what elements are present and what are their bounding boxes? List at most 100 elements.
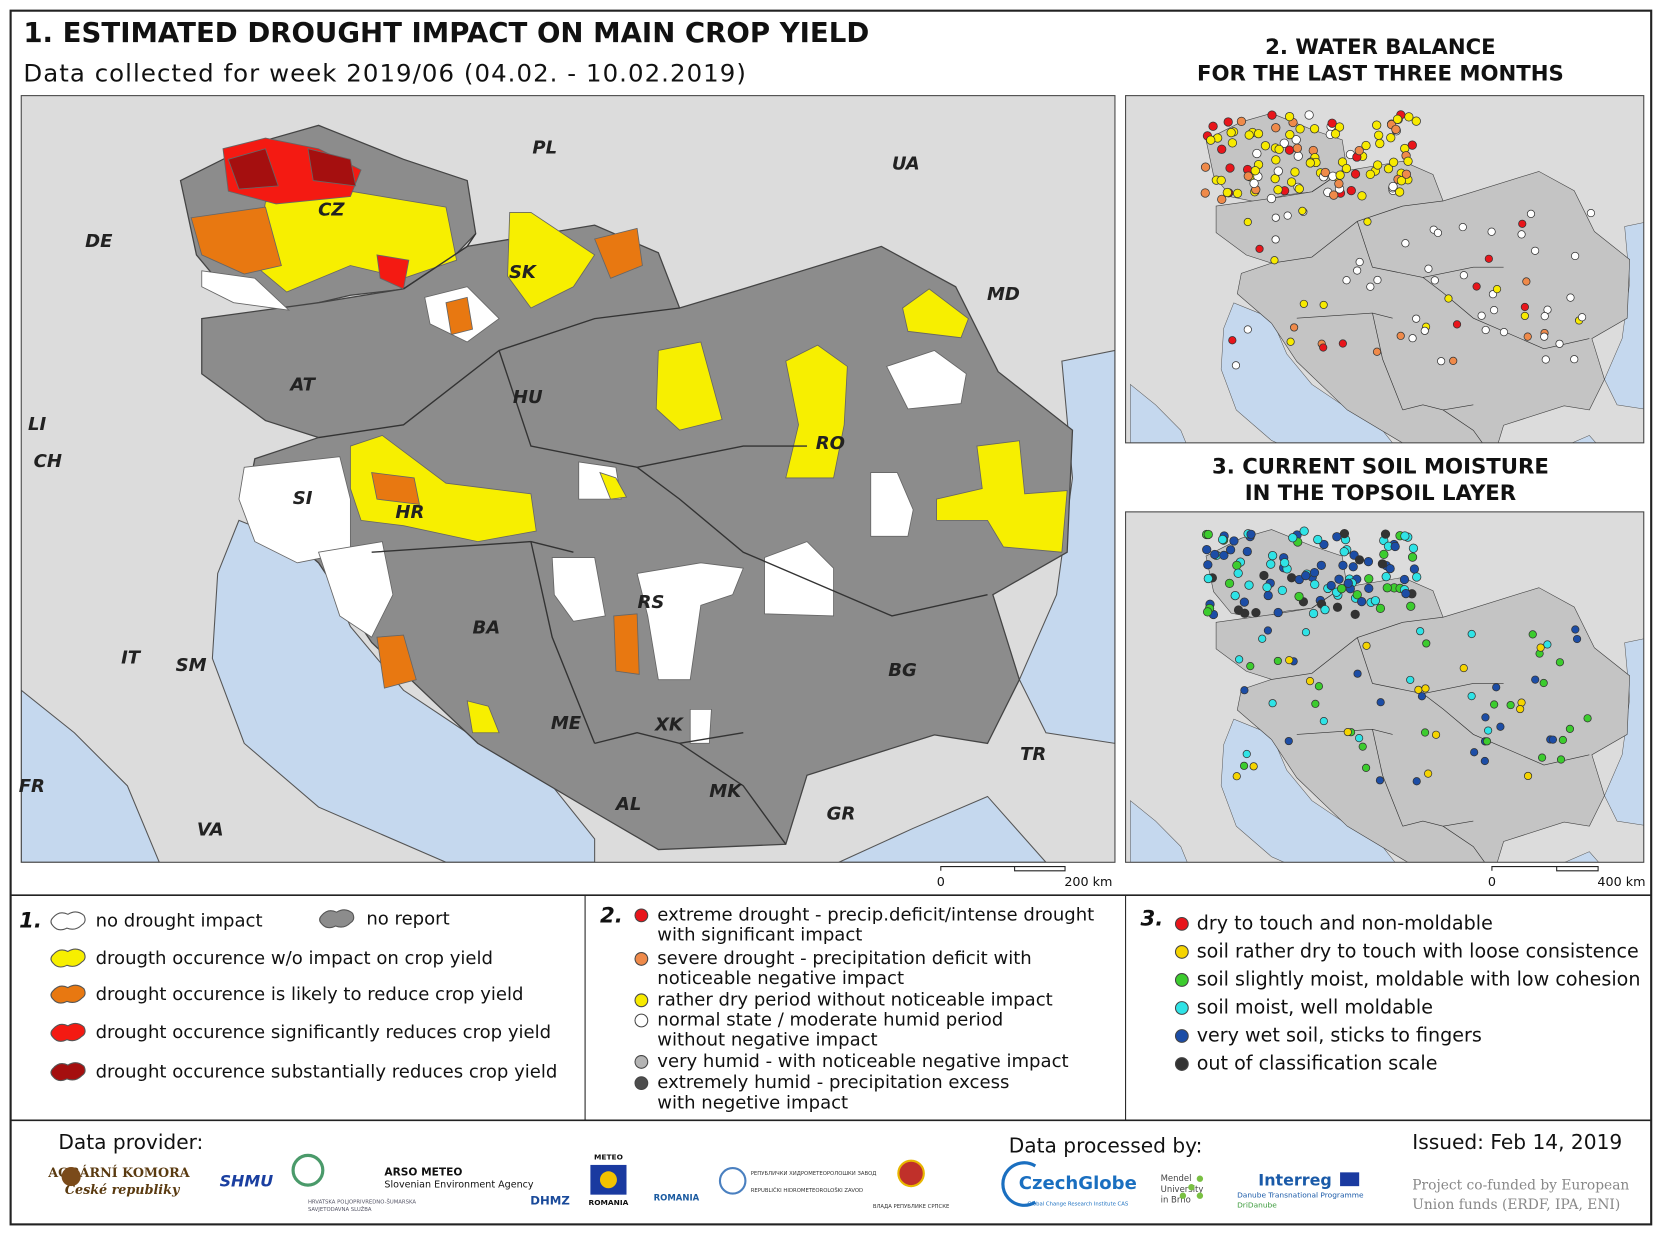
station xyxy=(1230,590,1240,601)
region-patch xyxy=(599,471,628,500)
station xyxy=(1203,573,1213,584)
border xyxy=(403,245,468,290)
scale-bar-line xyxy=(1491,866,1599,872)
station xyxy=(1292,143,1303,153)
station xyxy=(1332,602,1343,612)
station xyxy=(1251,607,1261,618)
station xyxy=(1406,675,1415,684)
station xyxy=(1252,148,1262,159)
station xyxy=(1342,276,1351,285)
station xyxy=(1202,545,1212,555)
legend-label: drought occurence is likely to reduce cr… xyxy=(96,984,524,1005)
station xyxy=(1335,170,1345,180)
border xyxy=(1271,200,1444,264)
station xyxy=(1271,213,1280,222)
border xyxy=(1296,729,1393,735)
station xyxy=(1357,191,1367,201)
station xyxy=(1284,145,1295,155)
station xyxy=(1472,282,1481,291)
region-patch xyxy=(594,227,643,279)
station xyxy=(1388,157,1399,167)
provider-logo-text: ROMANIA xyxy=(589,1198,629,1207)
station xyxy=(1334,574,1344,584)
station xyxy=(1408,334,1417,343)
station xyxy=(1433,228,1443,237)
border xyxy=(1443,404,1474,411)
region-patch xyxy=(507,212,596,309)
station xyxy=(1249,762,1258,771)
region-patch xyxy=(764,541,834,617)
station xyxy=(1228,336,1237,345)
region-patch xyxy=(307,148,357,187)
station xyxy=(1319,539,1329,550)
country-label: SM xyxy=(176,655,207,676)
provider-logo-text: РЕПУБЛИЧКИ ХИДРОМЕТЕОРОЛОШКИ ЗАВОД xyxy=(751,1171,877,1177)
border xyxy=(1402,404,1483,443)
provider-logo-text: AGRÁRNÍ KOMORA xyxy=(47,1165,190,1181)
station xyxy=(1361,140,1371,151)
station xyxy=(1400,531,1410,541)
logo-mark xyxy=(291,1153,325,1187)
country-label: RS xyxy=(637,592,664,613)
station xyxy=(1330,129,1341,139)
station xyxy=(1586,208,1596,218)
country-label: SI xyxy=(293,488,313,509)
country-label: AT xyxy=(288,375,316,396)
processor-logo-text: Danube Transnational Programme xyxy=(1237,1191,1364,1200)
station xyxy=(1555,658,1564,667)
station xyxy=(1279,138,1289,148)
scale-bar: 0 200 km xyxy=(937,866,1112,890)
station xyxy=(1401,169,1412,179)
station xyxy=(1273,185,1283,195)
station xyxy=(1216,175,1226,186)
station xyxy=(1286,177,1297,187)
station xyxy=(1548,735,1558,744)
station xyxy=(1350,609,1360,619)
station xyxy=(1531,246,1540,255)
station xyxy=(1290,323,1299,332)
station xyxy=(1223,117,1233,127)
station xyxy=(1338,339,1347,348)
station xyxy=(1354,146,1364,156)
map-3-body xyxy=(1125,511,1644,863)
provider-logo-text: ROMANIA xyxy=(654,1193,700,1203)
station xyxy=(1487,227,1496,236)
sea xyxy=(838,795,1047,863)
logo-mark xyxy=(1179,1192,1187,1199)
scale-start: 0 xyxy=(1488,875,1496,890)
region-patch xyxy=(190,206,282,275)
border xyxy=(1357,221,1423,278)
station xyxy=(1320,167,1330,178)
region-patch xyxy=(371,472,420,505)
station xyxy=(1392,114,1403,124)
station xyxy=(1380,529,1391,539)
station xyxy=(1298,206,1307,215)
legend-label: soil moist, well moldable xyxy=(1197,995,1433,1018)
logo-mark xyxy=(1340,1172,1360,1187)
station xyxy=(1386,133,1396,143)
logo-mark xyxy=(1001,1161,1037,1207)
border xyxy=(498,350,638,468)
station xyxy=(1341,163,1352,174)
station xyxy=(1227,138,1238,148)
station xyxy=(1217,534,1228,545)
map-frame xyxy=(20,95,1116,863)
legend-number: 2. xyxy=(600,903,623,928)
cofunded: Project co-funded by European xyxy=(1412,1178,1629,1194)
station xyxy=(1412,777,1421,786)
station xyxy=(1421,684,1430,693)
station xyxy=(1417,692,1427,701)
station xyxy=(1286,337,1295,346)
station xyxy=(1304,110,1314,120)
region-patch xyxy=(349,434,537,543)
provider-logo-text: Slovenian Environment Agency xyxy=(384,1180,533,1191)
station xyxy=(1327,118,1337,128)
station xyxy=(1399,574,1410,585)
station xyxy=(1477,311,1486,320)
station xyxy=(1395,187,1405,197)
legend-label: noticeable negative impact xyxy=(657,968,904,989)
legend-marker xyxy=(1174,973,1189,987)
station xyxy=(1520,311,1529,321)
legend-swatch xyxy=(50,1062,86,1082)
